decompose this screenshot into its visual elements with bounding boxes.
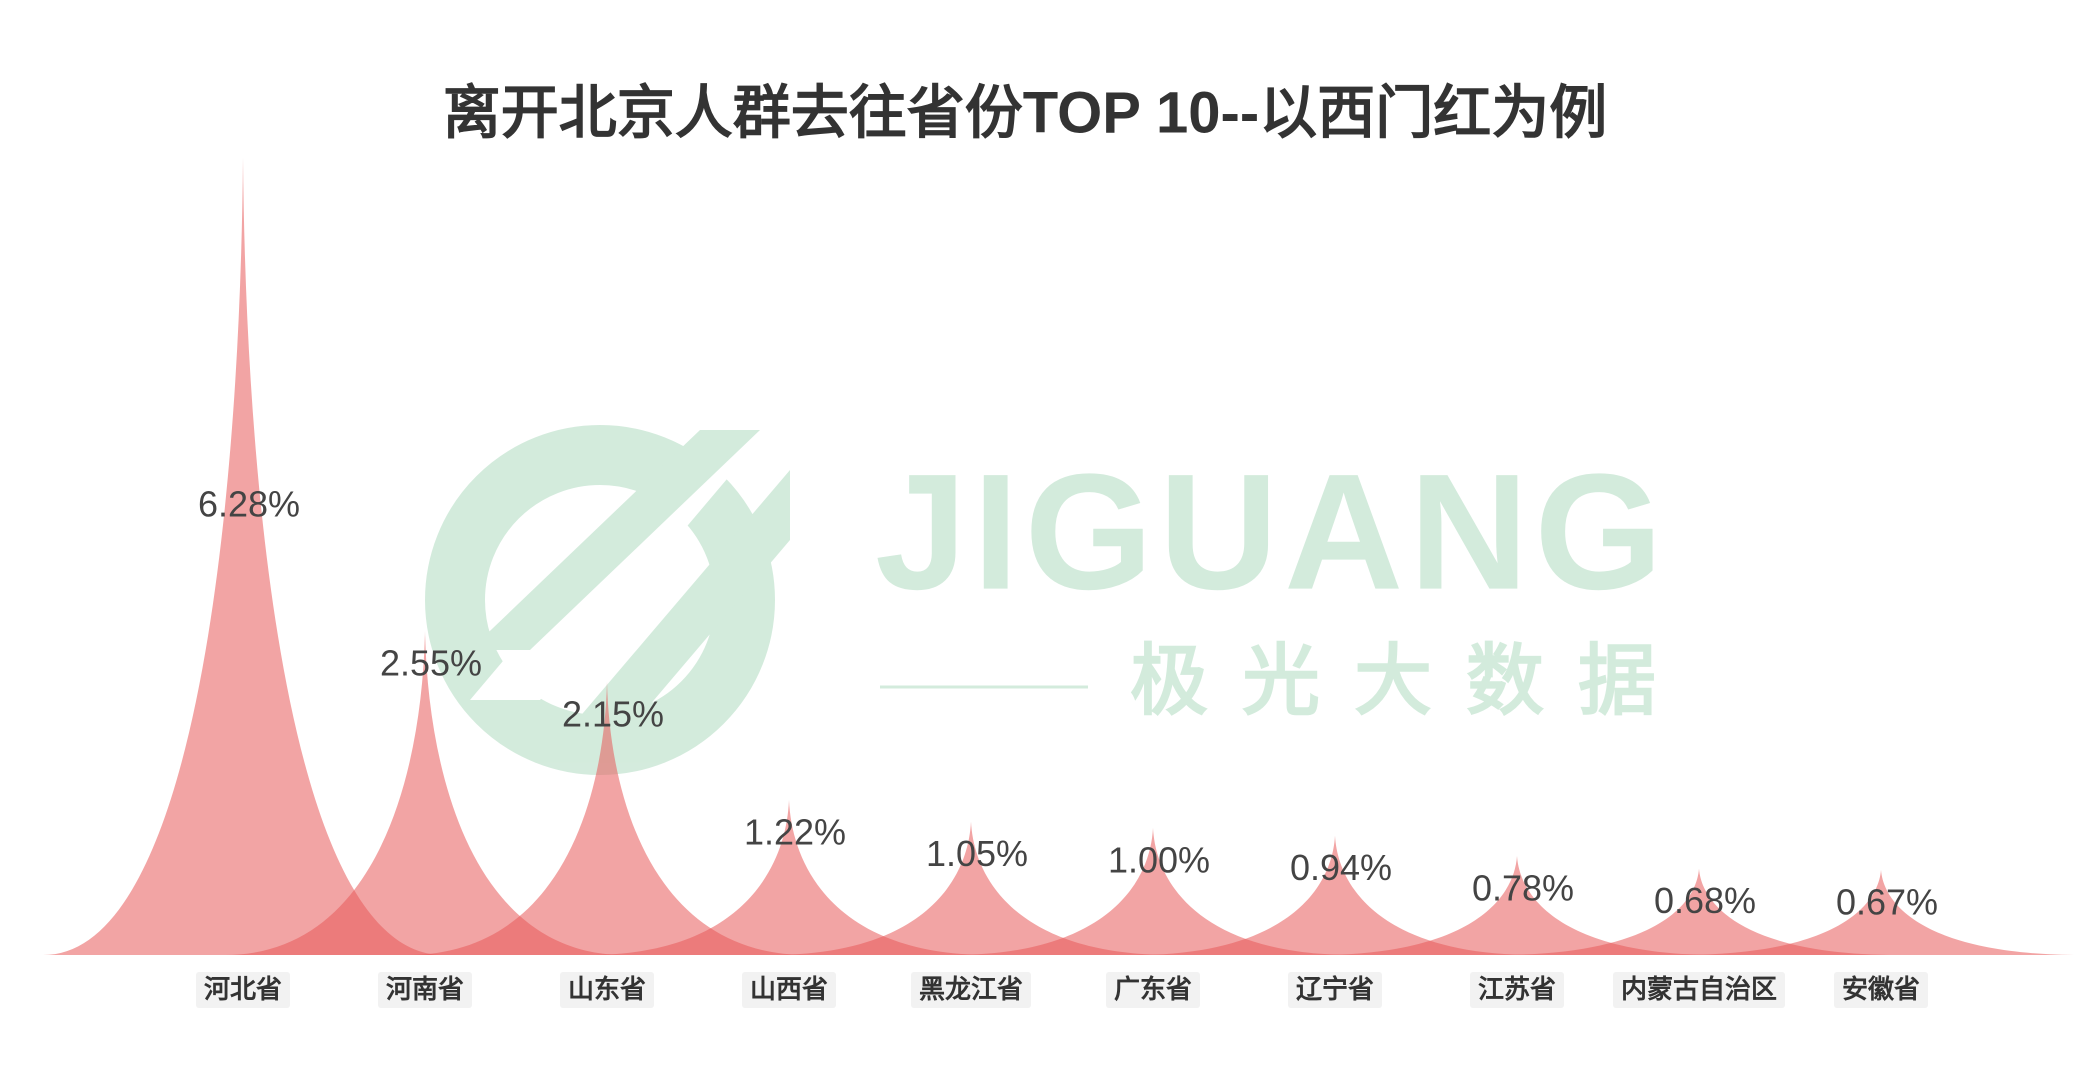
category-label-bg: [559, 972, 655, 1008]
value-label: 2.55%: [380, 643, 482, 684]
watermark-logo-ring: [425, 425, 775, 775]
chart-title: 离开北京人群去往省份TOP 10--以西门红为例: [443, 80, 1607, 145]
category-label-bg: [1287, 972, 1383, 1008]
spike: [1681, 869, 2081, 955]
x-tick-label: 辽宁省: [1296, 974, 1374, 1004]
spike: [1317, 855, 1717, 955]
category-label-bg: [195, 972, 291, 1008]
category-label-bg: [910, 972, 1032, 1008]
spike: [407, 681, 807, 955]
category-label-bg: [377, 972, 473, 1008]
watermark-tagline: 极光大数据: [1130, 637, 1690, 725]
spike: [43, 157, 443, 955]
watermark-logo-bar: [470, 430, 760, 650]
watermark: JIGUANG 极光大数据: [425, 425, 1690, 775]
spike: [1499, 868, 1899, 955]
watermark-brand: JIGUANG: [875, 440, 1669, 624]
category-label-bg: [1469, 972, 1565, 1008]
x-tick-label: 黑龙江省: [919, 974, 1023, 1004]
spike: [1135, 835, 1535, 955]
spike: [953, 828, 1353, 955]
x-tick-label: 广东省: [1114, 974, 1192, 1004]
value-label: 0.68%: [1654, 880, 1756, 921]
value-label: 0.94%: [1290, 847, 1392, 888]
category-label-bg: [1612, 972, 1786, 1008]
value-label: 1.00%: [1108, 840, 1210, 881]
x-tick-label: 河南省: [386, 974, 464, 1004]
category-label-bg: [741, 972, 837, 1008]
x-tick-label: 山东省: [568, 974, 646, 1004]
watermark-logo-bar: [560, 470, 790, 740]
spike: [589, 800, 989, 955]
value-label: 0.67%: [1836, 881, 1938, 922]
category-label-bg: [1105, 972, 1201, 1008]
x-tick-label: 安徽省: [1842, 974, 1920, 1004]
value-label: 1.22%: [744, 812, 846, 853]
value-label: 6.28%: [198, 484, 300, 525]
x-tick-label: 内蒙古自治区: [1621, 974, 1777, 1004]
value-label: 0.78%: [1472, 867, 1574, 908]
value-label: 1.05%: [926, 833, 1028, 874]
value-label: 2.15%: [562, 693, 664, 734]
spike: [771, 821, 1171, 955]
category-label-bg: [1833, 972, 1929, 1008]
x-tick-label: 江苏省: [1478, 974, 1556, 1004]
spike: [225, 631, 625, 955]
x-tick-label: 山西省: [750, 974, 828, 1004]
x-tick-label: 河北省: [204, 974, 282, 1004]
